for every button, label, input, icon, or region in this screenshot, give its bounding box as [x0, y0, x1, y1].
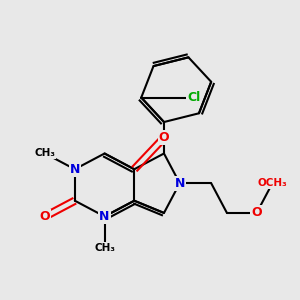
Text: O: O	[159, 131, 169, 144]
Text: CH₃: CH₃	[94, 243, 115, 253]
Text: N: N	[99, 210, 110, 223]
Text: Cl: Cl	[187, 91, 200, 104]
Text: CH₃: CH₃	[34, 148, 56, 158]
Text: N: N	[70, 163, 80, 176]
Text: OCH₃: OCH₃	[257, 178, 287, 188]
Text: O: O	[40, 210, 50, 223]
Text: O: O	[251, 206, 262, 219]
Text: N: N	[175, 177, 185, 190]
